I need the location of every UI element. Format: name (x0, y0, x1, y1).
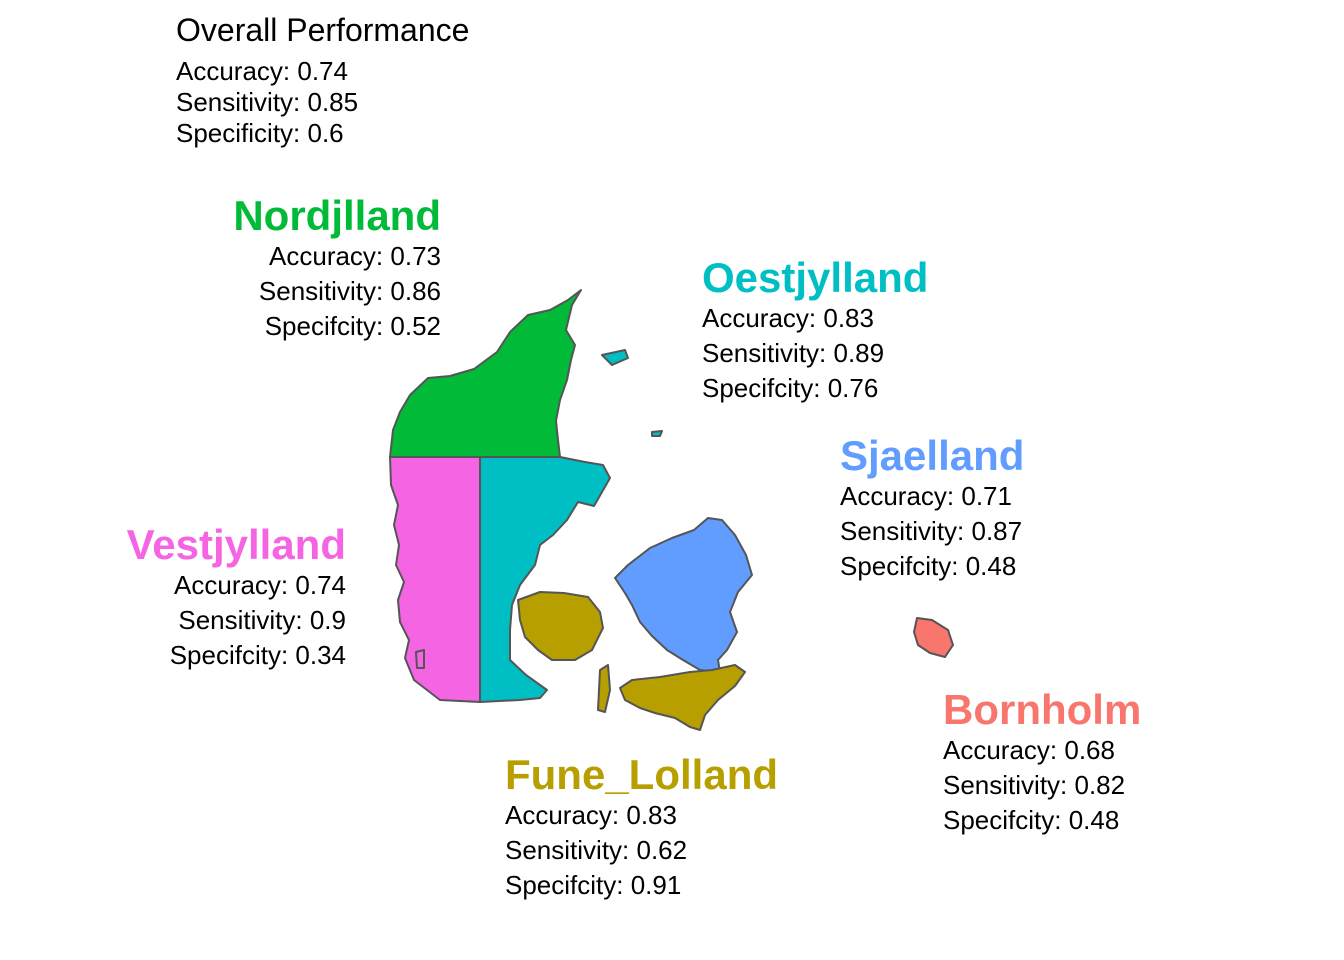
overall-title: Overall Performance (176, 12, 470, 48)
oestjylland-specificity: Specifcity: 0.76 (702, 373, 879, 403)
overall-accuracy: Accuracy: 0.74 (176, 56, 348, 86)
region-bornholm (913, 617, 954, 658)
oestjylland-accuracy: Accuracy: 0.83 (702, 303, 874, 333)
region-oestjylland-anholt (651, 430, 663, 437)
oestjylland-sensitivity: Sensitivity: 0.89 (702, 338, 885, 368)
region-name-vestjylland: Vestjylland (126, 521, 346, 568)
bornholm-specificity: Specifcity: 0.48 (943, 805, 1120, 835)
region-nordjylland (389, 289, 582, 458)
label-fune-lolland: Fune_Lolland Accuracy: 0.83 Sensitivity:… (505, 752, 778, 903)
nordjylland-sensitivity: Sensitivity: 0.86 (258, 276, 441, 306)
fune-lolland-specificity: Specifcity: 0.91 (505, 870, 682, 900)
label-nordjylland: Nordjlland Accuracy: 0.73 Sensitivity: 0… (233, 193, 441, 344)
fune-lolland-accuracy: Accuracy: 0.83 (505, 800, 677, 830)
nordjylland-accuracy: Accuracy: 0.73 (269, 241, 441, 271)
region-name-oestjylland: Oestjylland (702, 254, 929, 301)
region-vestjylland-islet (415, 649, 425, 669)
overall-sensitivity: Sensitivity: 0.85 (176, 87, 359, 117)
label-oestjylland: Oestjylland Accuracy: 0.83 Sensitivity: … (702, 255, 928, 406)
label-sjaelland: Sjaelland Accuracy: 0.71 Sensitivity: 0.… (840, 433, 1024, 584)
nordjylland-specificity: Specifcity: 0.52 (264, 311, 441, 341)
region-oestjylland-islet (601, 349, 629, 366)
region-name-bornholm: Bornholm (943, 686, 1142, 733)
vestjylland-sensitivity: Sensitivity: 0.9 (178, 605, 346, 635)
sjaelland-accuracy: Accuracy: 0.71 (840, 481, 1012, 511)
region-sjaelland (614, 517, 753, 673)
region-name-sjaelland: Sjaelland (840, 432, 1025, 479)
sjaelland-specificity: Specifcity: 0.48 (840, 551, 1017, 581)
region-oestjylland (479, 456, 611, 703)
vestjylland-specificity: Specifcity: 0.34 (169, 640, 346, 670)
region-fune-lolland-funen (517, 591, 604, 661)
overall-performance-block: Overall Performance Accuracy: 0.74 Sensi… (176, 10, 469, 149)
overall-specificity: Specificity: 0.6 (176, 118, 344, 148)
bornholm-accuracy: Accuracy: 0.68 (943, 735, 1115, 765)
label-vestjylland: Vestjylland Accuracy: 0.74 Sensitivity: … (127, 522, 346, 673)
region-name-nordjylland: Nordjlland (233, 192, 441, 239)
region-name-fune-lolland: Fune_Lolland (505, 751, 778, 798)
region-vestjylland (389, 456, 481, 703)
sjaelland-sensitivity: Sensitivity: 0.87 (840, 516, 1023, 546)
region-fune-lolland-lolland (619, 664, 746, 731)
vestjylland-accuracy: Accuracy: 0.74 (174, 570, 346, 600)
region-fune-lolland-langeland (597, 664, 611, 713)
bornholm-sensitivity: Sensitivity: 0.82 (943, 770, 1126, 800)
fune-lolland-sensitivity: Sensitivity: 0.62 (505, 835, 688, 865)
label-bornholm: Bornholm Accuracy: 0.68 Sensitivity: 0.8… (943, 687, 1141, 838)
